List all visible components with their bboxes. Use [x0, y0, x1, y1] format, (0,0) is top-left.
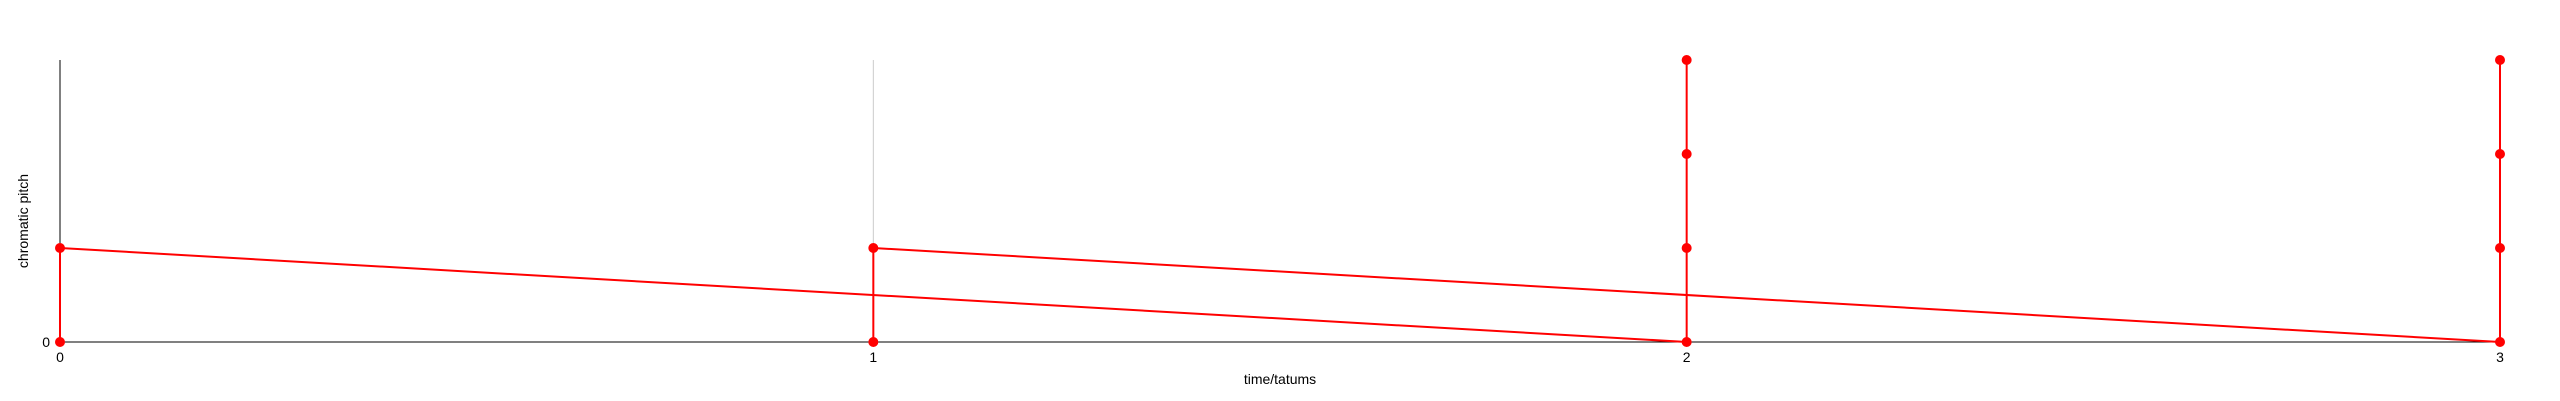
data-point [868, 243, 879, 253]
data-point [868, 337, 879, 347]
x-tick-label-3: 3 [2496, 349, 2504, 365]
data-point [2495, 243, 2505, 253]
data-point [1681, 243, 1692, 253]
y-axis-label: chromatic pitch [15, 174, 31, 268]
data-points [55, 55, 2505, 347]
data-point [1681, 149, 1692, 159]
data-point [55, 337, 65, 347]
tick-labels: 0 1 2 3 0 [42, 334, 2504, 365]
x-tick-label-2: 2 [1683, 349, 1691, 365]
data-point [2495, 337, 2505, 347]
data-segments [59, 60, 2501, 343]
data-point [2495, 149, 2505, 159]
axes [59, 60, 2500, 343]
data-point [55, 243, 65, 253]
data-point [1681, 55, 1692, 65]
y-tick-label-0: 0 [42, 334, 50, 350]
data-point [2495, 55, 2505, 65]
x-axis-label: time/tatums [1244, 371, 1316, 387]
x-tick-label-1: 1 [869, 349, 877, 365]
data-point [1681, 337, 1692, 347]
x-tick-label-0: 0 [56, 349, 64, 365]
